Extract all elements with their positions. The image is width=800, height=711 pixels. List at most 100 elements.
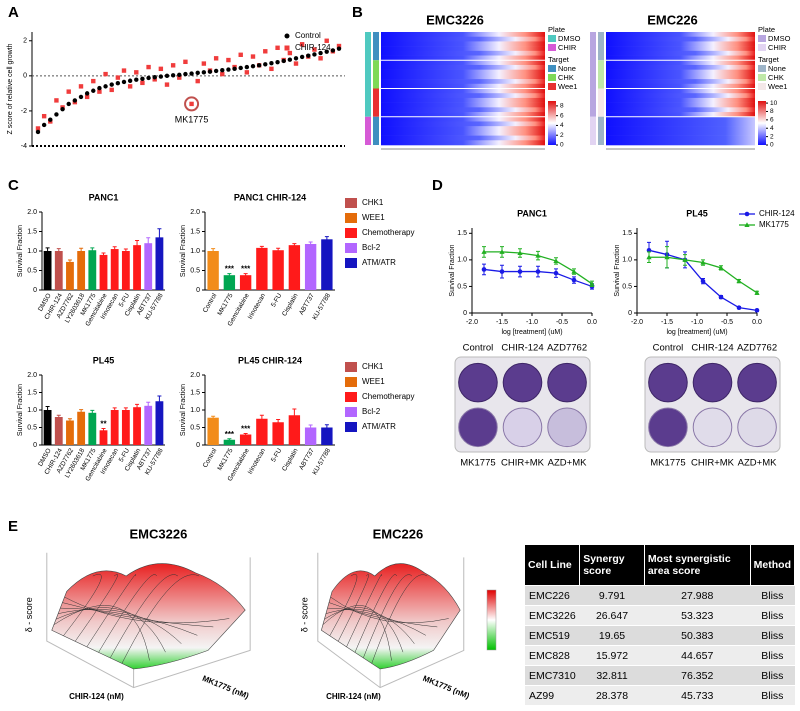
legend-label: CHK1 xyxy=(362,198,384,207)
surface-title: EMC226 xyxy=(373,526,424,541)
well xyxy=(692,362,733,403)
table-cell: EMC828 xyxy=(525,645,580,666)
legend-label: CHIR xyxy=(768,43,787,52)
point xyxy=(275,45,280,50)
point xyxy=(158,74,164,79)
heatmap-row xyxy=(606,121,755,127)
heatmap-row xyxy=(381,46,545,52)
point xyxy=(134,77,139,82)
heatmap-row xyxy=(606,55,755,61)
well-label: AZD+MK xyxy=(738,458,777,469)
heatmap-row xyxy=(606,88,755,94)
y-tick-label: 1.0 xyxy=(622,257,632,264)
bar xyxy=(272,422,284,445)
heatmap-row xyxy=(381,32,545,38)
point xyxy=(220,68,225,73)
y-tick-label: 1.5 xyxy=(190,228,200,235)
point xyxy=(324,49,329,54)
y-axis-label: MK1775 (nM) xyxy=(201,674,250,701)
colorbar-tick-label: 2 xyxy=(560,132,564,139)
table-cell: 45.733 xyxy=(644,685,751,705)
y-tick-label: -2 xyxy=(21,108,27,115)
heatmap-row xyxy=(381,88,545,94)
table-cell: Bliss xyxy=(750,645,795,666)
wireframe xyxy=(74,574,118,642)
colorbar-tick-label: 8 xyxy=(770,108,774,115)
well-label: AZD7762 xyxy=(737,343,777,354)
y-tick-label: 0 xyxy=(33,287,37,294)
chart-title: PL45 xyxy=(686,208,708,218)
point xyxy=(54,98,59,103)
error-bar xyxy=(308,241,313,246)
point xyxy=(499,269,505,274)
colorbar xyxy=(758,101,766,145)
heatmap-row xyxy=(606,74,755,80)
bar xyxy=(121,410,130,445)
heatmap-row xyxy=(606,36,755,42)
error-bar xyxy=(56,248,61,254)
bar xyxy=(288,415,301,445)
chart-title: PANC1 xyxy=(517,208,547,218)
y-axis-label: Z score of relative cell growth xyxy=(7,43,14,134)
legend-label: CHIR-124 xyxy=(295,43,331,52)
table-cell: EMC519 xyxy=(525,625,580,646)
target-bar xyxy=(373,88,379,117)
bar xyxy=(223,439,236,445)
table-cell: EMC226 xyxy=(525,585,580,606)
colorbar-tick-label: 0 xyxy=(770,142,774,149)
x-tick-label: -1.5 xyxy=(661,319,673,326)
legend-title: Plate xyxy=(758,25,775,34)
heatmap-row xyxy=(381,116,545,122)
error-bar xyxy=(276,418,281,426)
colorbar-tick-label: 4 xyxy=(770,125,774,132)
bar xyxy=(239,275,252,290)
well-label: CHIR-124 xyxy=(691,343,733,354)
error-bar xyxy=(67,259,72,264)
error-bar xyxy=(227,438,232,441)
well xyxy=(502,407,543,448)
wireframe xyxy=(63,574,102,636)
x-tick-label: Control xyxy=(202,447,219,469)
well-label: Control xyxy=(463,343,494,354)
heatmap-row xyxy=(606,50,755,56)
heatmap-row xyxy=(381,83,545,89)
point xyxy=(700,259,706,265)
y-tick-label: 0 xyxy=(196,287,200,294)
heatmap-row xyxy=(606,32,755,38)
well xyxy=(648,407,688,448)
point xyxy=(244,70,250,75)
y-axis-label: Survival Fraction xyxy=(180,225,187,277)
y-tick-label: 0 xyxy=(628,310,632,317)
wireframe xyxy=(322,605,392,661)
point xyxy=(244,64,250,70)
heatmap-row xyxy=(381,130,545,136)
bar xyxy=(207,417,219,445)
heatmap-title: EMC226 xyxy=(647,12,698,27)
error-bar xyxy=(157,228,162,246)
heatmap-row xyxy=(606,102,755,108)
error-bar xyxy=(101,252,106,257)
point xyxy=(60,106,65,112)
table-cell: 27.988 xyxy=(644,585,751,606)
legend-label: CHIR xyxy=(558,43,577,52)
point xyxy=(535,269,541,274)
annotation: MK1775 xyxy=(175,114,209,124)
bar xyxy=(77,251,86,290)
table-cell: Bliss xyxy=(750,665,795,686)
point xyxy=(201,61,207,66)
point xyxy=(109,87,114,93)
x-tick-label: -2.0 xyxy=(466,319,478,326)
point xyxy=(281,58,286,64)
legend-swatch xyxy=(548,35,556,42)
point xyxy=(336,46,342,51)
y-tick-label: 0.5 xyxy=(457,283,467,290)
y-tick-label: 1.0 xyxy=(190,248,200,255)
bar xyxy=(133,245,141,290)
wireframe xyxy=(86,574,137,647)
legend-marker xyxy=(284,45,290,51)
point xyxy=(195,70,200,76)
bar xyxy=(88,412,97,445)
wireframe xyxy=(109,574,179,659)
point xyxy=(299,42,305,47)
